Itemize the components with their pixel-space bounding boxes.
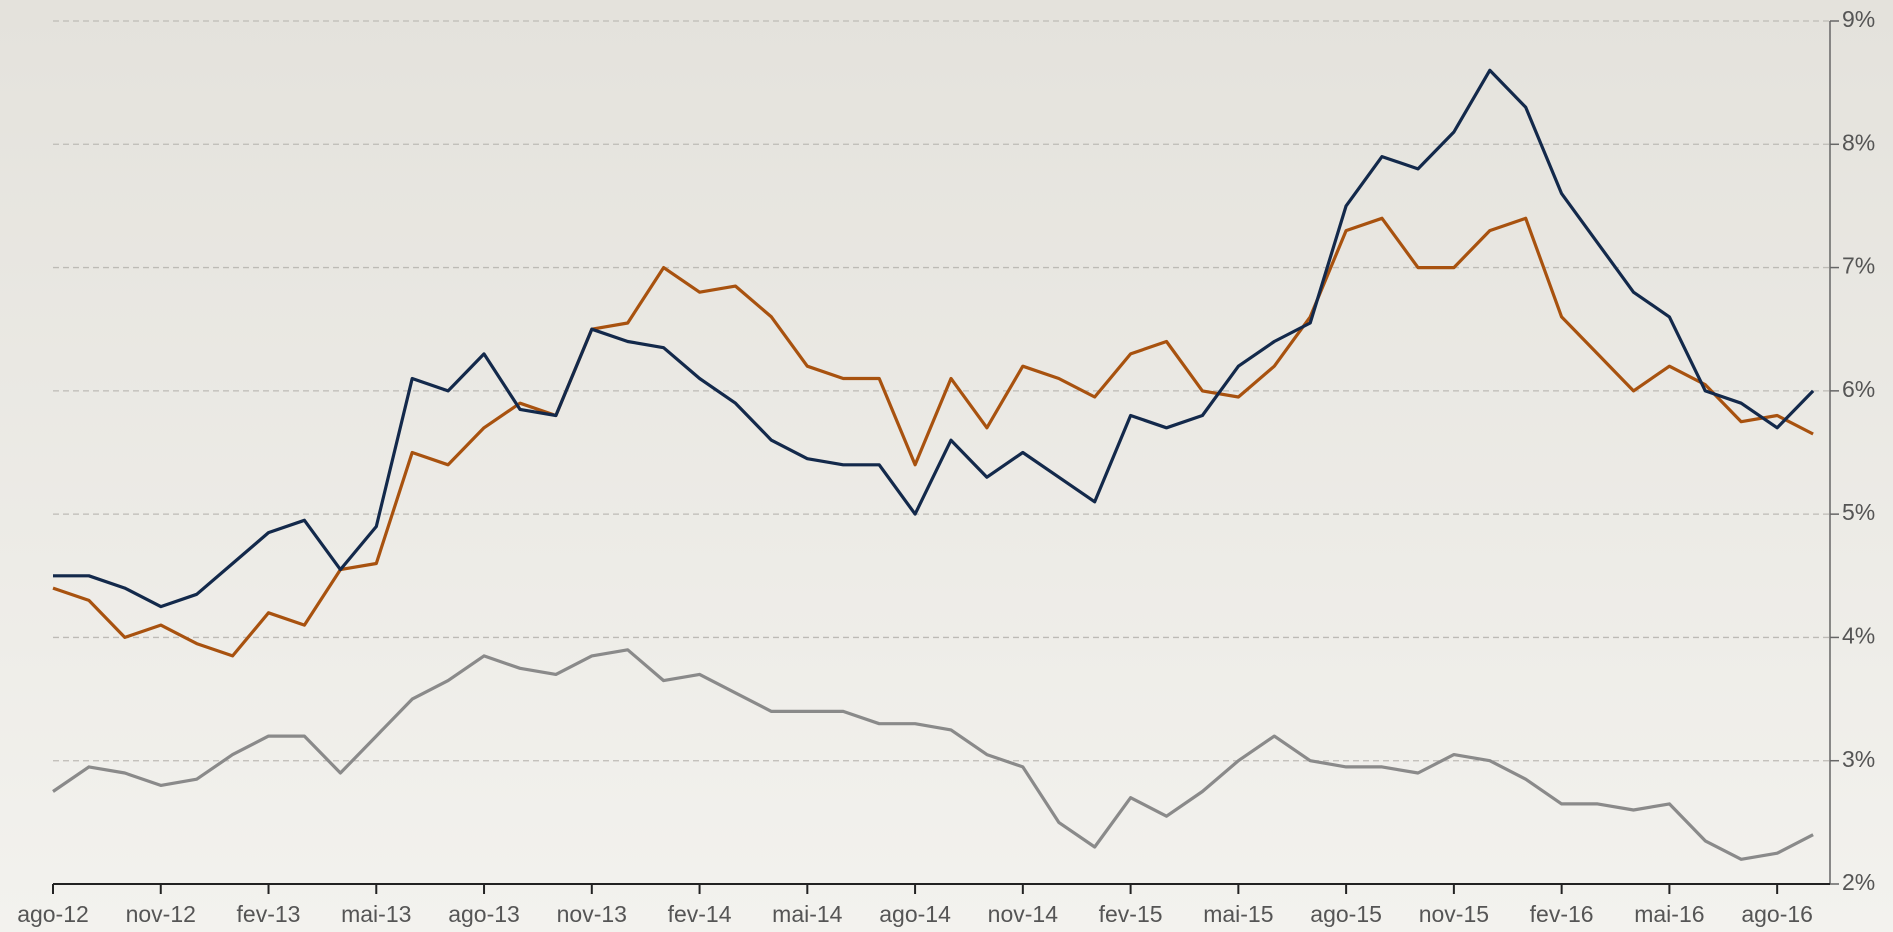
series-line — [52, 648, 1814, 861]
x-tick-label: ago-15 — [1310, 901, 1382, 927]
x-tick-label: fev-16 — [1530, 901, 1594, 927]
x-tick-label: mai-14 — [772, 901, 843, 927]
y-tick-label: 4% — [1842, 623, 1875, 649]
x-tick-label: fev-14 — [668, 901, 732, 927]
x-tick-label: fev-15 — [1099, 901, 1163, 927]
y-tick-label: 6% — [1842, 376, 1875, 402]
y-tick-label: 5% — [1842, 499, 1875, 525]
y-tick-label: 9% — [1842, 6, 1875, 32]
x-tick-label: nov-15 — [1419, 901, 1489, 927]
x-tick-label: ago-14 — [879, 901, 951, 927]
x-tick-label: nov-14 — [988, 901, 1059, 927]
x-tick-label: ago-13 — [448, 901, 520, 927]
y-tick-label: 8% — [1842, 129, 1875, 155]
x-tick-label: nov-12 — [126, 901, 196, 927]
x-tick-label: mai-13 — [341, 901, 411, 927]
x-tick-label: mai-16 — [1634, 901, 1704, 927]
y-tick-label: 7% — [1842, 253, 1875, 279]
y-tick-label: 2% — [1842, 869, 1875, 895]
x-tick-label: nov-13 — [557, 901, 627, 927]
y-tick-label: 3% — [1842, 746, 1875, 772]
x-tick-label: fev-13 — [237, 901, 301, 927]
series-line — [52, 216, 1814, 658]
series-line — [53, 68, 1815, 609]
x-tick-label: ago-16 — [1741, 901, 1813, 927]
x-tick-label: ago-12 — [17, 901, 89, 927]
x-tick-label: mai-15 — [1203, 901, 1273, 927]
